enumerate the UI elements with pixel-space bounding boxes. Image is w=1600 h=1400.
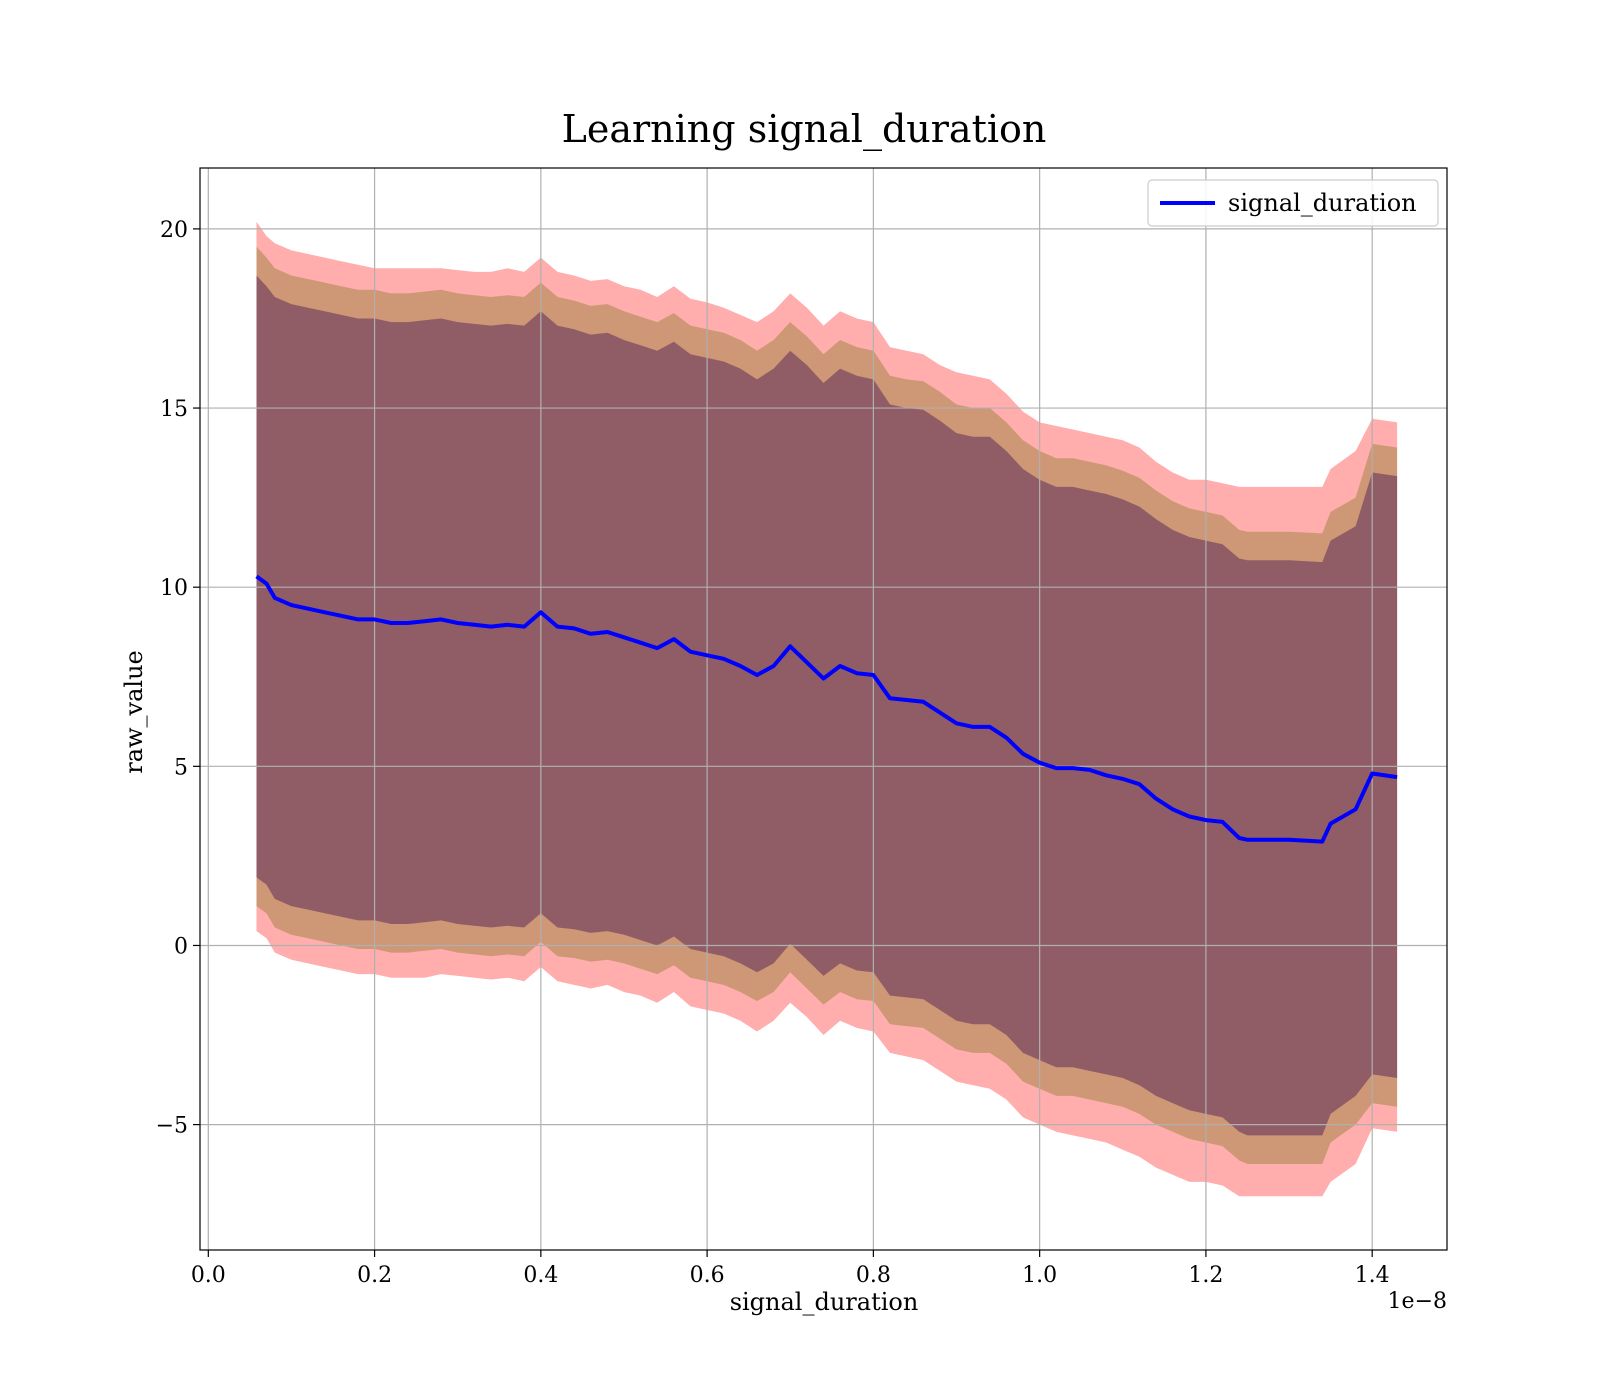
- x-tick-label-3: 0.6: [690, 1263, 725, 1288]
- y-tick-label-5: 20: [160, 218, 188, 243]
- legend-label: signal_duration: [1228, 189, 1417, 217]
- x-tick-label-6: 1.2: [1188, 1263, 1223, 1288]
- x-axis-ticks: 0.0 0.2 0.4 0.6 0.8 1.0 1.2 1.4: [191, 1250, 1390, 1288]
- x-axis-label: signal_duration: [730, 1288, 919, 1316]
- legend-box: [1147, 179, 1439, 227]
- x-tick-label-5: 1.0: [1022, 1263, 1057, 1288]
- band-2: [256, 275, 1398, 1136]
- y-axis-label: raw_value: [120, 650, 148, 774]
- series-line-0: [255, 574, 1398, 844]
- plot-frame: [199, 167, 1448, 1251]
- y-tick-label-0: −5: [156, 1114, 188, 1139]
- series-lines: [255, 574, 1398, 844]
- x-tick-label-1: 0.2: [357, 1263, 392, 1288]
- x-tick-label-2: 0.4: [523, 1263, 558, 1288]
- y-tick-label-2: 5: [174, 755, 188, 780]
- confidence-bands: [256, 221, 1398, 1197]
- grid: [200, 168, 1447, 1250]
- y-tick-label-1: 0: [174, 934, 188, 959]
- y-tick-label-4: 15: [160, 397, 188, 422]
- x-tick-label-0: 0.0: [191, 1263, 226, 1288]
- y-axis-ticks: −5 0 5 10 15 20: [156, 218, 200, 1139]
- y-tick-label-3: 10: [160, 576, 188, 601]
- x-tick-label-7: 1.4: [1355, 1263, 1390, 1288]
- x-tick-label-4: 0.8: [856, 1263, 891, 1288]
- x-axis-offset-label: 1e−8: [1388, 1289, 1447, 1314]
- chart-title: Learning signal_duration: [562, 107, 1047, 152]
- legend: signal_duration: [1147, 179, 1439, 227]
